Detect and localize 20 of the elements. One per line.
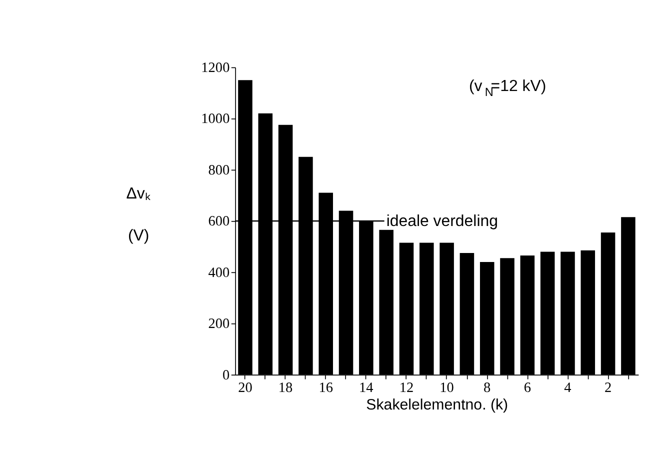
y-tick-label: 0: [222, 367, 230, 384]
x-tick-label: 16: [318, 380, 333, 396]
y-tick-label: 1000: [201, 111, 230, 128]
y-tick-label: 400: [208, 264, 230, 281]
x-tick-label: 8: [484, 380, 491, 396]
ref-line-label: ideale verdeling: [386, 213, 498, 230]
text: Δvₖ (V): [126, 185, 151, 244]
x-axis-title: Skakelelementno. (k): [366, 396, 508, 414]
x-tick-label: 12: [399, 380, 414, 396]
x-tick-label: 6: [524, 380, 531, 396]
x-tick-label: 10: [440, 380, 454, 396]
y-tick-label: 800: [208, 162, 230, 178]
y-tick-label: 1200: [201, 60, 230, 76]
x-tick-label: 2: [604, 380, 612, 396]
x-tick-label: 20: [238, 380, 252, 396]
y-tick-label: 200: [208, 316, 230, 332]
y-tick-label: 600: [208, 214, 230, 230]
x-tick-label: 14: [359, 380, 374, 396]
x-tick-label: 18: [278, 380, 293, 396]
x-tick-label: 4: [564, 380, 572, 396]
